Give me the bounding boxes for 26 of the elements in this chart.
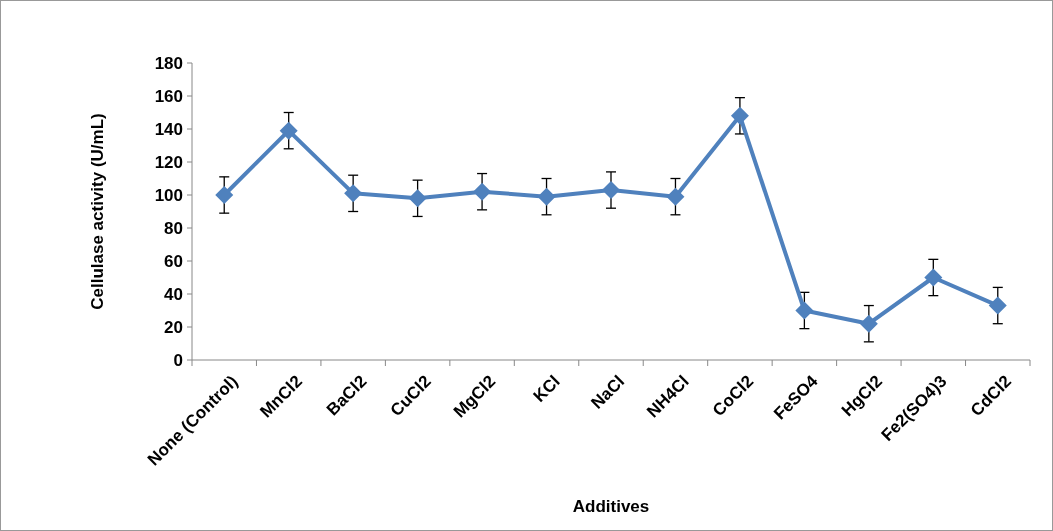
point [666,187,685,206]
point [730,106,749,125]
point [795,301,814,320]
y-tick-label: 180 [154,53,183,73]
y-tick-label: 160 [154,86,183,106]
point [408,189,427,208]
y-tick-label: 20 [164,317,183,337]
y-tick-label: 60 [164,251,183,271]
y-tick-label: 120 [154,152,183,172]
point [988,296,1007,315]
y-tick-label: 40 [164,284,183,304]
y-tick-label: 80 [164,218,183,238]
y-axis-title: Cellulase activity (U/mL) [88,113,107,310]
y-tick-label: 100 [154,185,183,205]
point [602,181,620,200]
x-tick-label: KCl [529,371,564,406]
y-tick-label: 140 [154,119,183,139]
point [279,121,298,140]
x-axis-title: Additives [572,497,650,516]
point [344,184,363,203]
point [215,186,234,204]
point [924,268,943,287]
point [537,187,556,206]
point [859,314,878,333]
point [473,182,492,201]
y-tick-label: 0 [173,350,183,370]
